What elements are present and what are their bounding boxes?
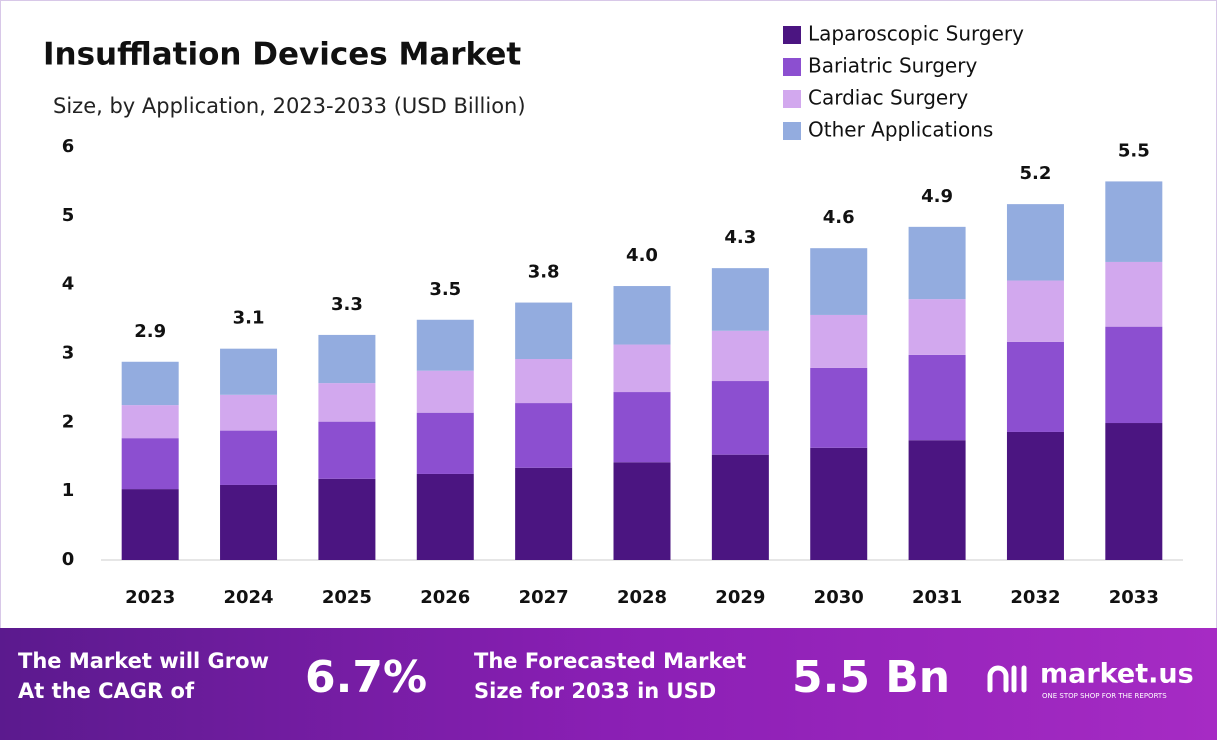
total-label: 4.6 <box>823 207 855 228</box>
x-tick-label: 2028 <box>617 587 667 608</box>
bar-segment <box>908 440 966 560</box>
total-label: 5.5 <box>1118 140 1150 161</box>
brand-logo <box>987 665 1027 693</box>
bar-segment <box>711 381 769 455</box>
bar-segment <box>1105 423 1163 560</box>
bar-segment <box>318 478 376 560</box>
bar-segment <box>908 299 966 355</box>
bar-segment <box>613 392 671 463</box>
bar-segment <box>416 370 474 413</box>
x-tick-label: 2023 <box>125 587 175 608</box>
total-label: 3.8 <box>528 262 560 283</box>
bar-segment <box>810 314 868 368</box>
y-tick-label: 5 <box>62 205 75 226</box>
bar-segment <box>515 302 573 360</box>
x-tick-label: 2024 <box>223 587 273 608</box>
bar-segment <box>1006 280 1064 342</box>
bar-segment <box>1105 181 1163 262</box>
legend-swatch <box>783 90 801 108</box>
forecast-value: 5.5 Bn <box>792 652 950 703</box>
bar-segment <box>318 421 376 479</box>
x-tick-label: 2027 <box>519 587 569 608</box>
chart-title: Insufflation Devices Market <box>43 37 521 73</box>
bar-segment <box>515 359 573 404</box>
total-label: 4.9 <box>921 186 953 207</box>
legend-swatch <box>783 26 801 44</box>
x-tick-label: 2033 <box>1109 587 1159 608</box>
bar-segment <box>416 473 474 560</box>
total-label: 3.1 <box>233 308 265 329</box>
bar-segment <box>220 430 278 485</box>
legend-label: Bariatric Surgery <box>808 54 977 78</box>
bar-segment <box>318 334 376 384</box>
bar-segment <box>220 348 278 395</box>
bar-segment <box>810 367 868 448</box>
total-label: 4.0 <box>626 245 658 266</box>
bar-segment <box>121 405 179 439</box>
legend-swatch <box>783 122 801 140</box>
bar-segment <box>515 403 573 468</box>
cagr-value: 6.7% <box>305 652 427 703</box>
bar-segment <box>711 454 769 560</box>
bar-segment <box>908 354 966 441</box>
y-tick-label: 2 <box>62 411 75 432</box>
chart-subtitle: Size, by Application, 2023-2033 (USD Bil… <box>53 94 526 118</box>
bar-segment <box>613 286 671 345</box>
x-tick-label: 2029 <box>715 587 765 608</box>
y-tick-label: 1 <box>62 480 75 501</box>
legend-label: Other Applications <box>808 118 993 142</box>
legend-label: Cardiac Surgery <box>808 86 968 110</box>
x-tick-label: 2031 <box>912 587 962 608</box>
bar-segment <box>1105 326 1163 424</box>
bar-segment <box>908 226 966 300</box>
brand-tagline: ONE STOP SHOP FOR THE REPORTS <box>1042 692 1167 700</box>
bar-segment <box>810 447 868 560</box>
bar-segment <box>1105 261 1163 327</box>
total-label: 5.2 <box>1020 163 1052 184</box>
bar-segment <box>416 319 474 371</box>
bar-segment <box>416 412 474 474</box>
bar-segment <box>711 330 769 382</box>
total-label: 4.3 <box>724 227 756 248</box>
bar-segment <box>121 489 179 560</box>
total-label: 3.3 <box>331 294 363 315</box>
bar-segment <box>121 438 179 490</box>
bar-segment <box>220 394 278 431</box>
x-tick-label: 2026 <box>420 587 470 608</box>
bar-segment <box>613 344 671 393</box>
brand: market.us <box>1040 659 1194 690</box>
forecast-text: The Forecasted Market <box>474 649 746 673</box>
x-tick-label: 2030 <box>814 587 864 608</box>
bar-segment <box>711 268 769 331</box>
total-label: 3.5 <box>429 279 461 300</box>
forecast-text: Size for 2033 in USD <box>474 679 716 703</box>
bar-segment <box>1006 431 1064 560</box>
bar-segment <box>810 248 868 315</box>
cagr-text: At the CAGR of <box>18 679 195 703</box>
total-label: 2.9 <box>134 321 166 342</box>
cagr-text: The Market will Grow <box>18 649 269 673</box>
y-tick-label: 6 <box>62 136 75 157</box>
bar-segment <box>121 361 179 406</box>
y-tick-label: 4 <box>62 274 75 295</box>
y-tick-label: 3 <box>62 343 75 364</box>
legend-swatch <box>783 58 801 76</box>
bar-segment <box>318 383 376 422</box>
bar-segment <box>220 484 278 560</box>
bar-segment <box>613 462 671 560</box>
bar-segment <box>1006 341 1064 432</box>
bar-segment <box>1006 204 1064 281</box>
bar-segment <box>515 467 573 560</box>
y-tick-label: 0 <box>62 549 75 570</box>
x-tick-label: 2025 <box>322 587 372 608</box>
legend-label: Laparoscopic Surgery <box>808 22 1024 46</box>
x-tick-label: 2032 <box>1010 587 1060 608</box>
